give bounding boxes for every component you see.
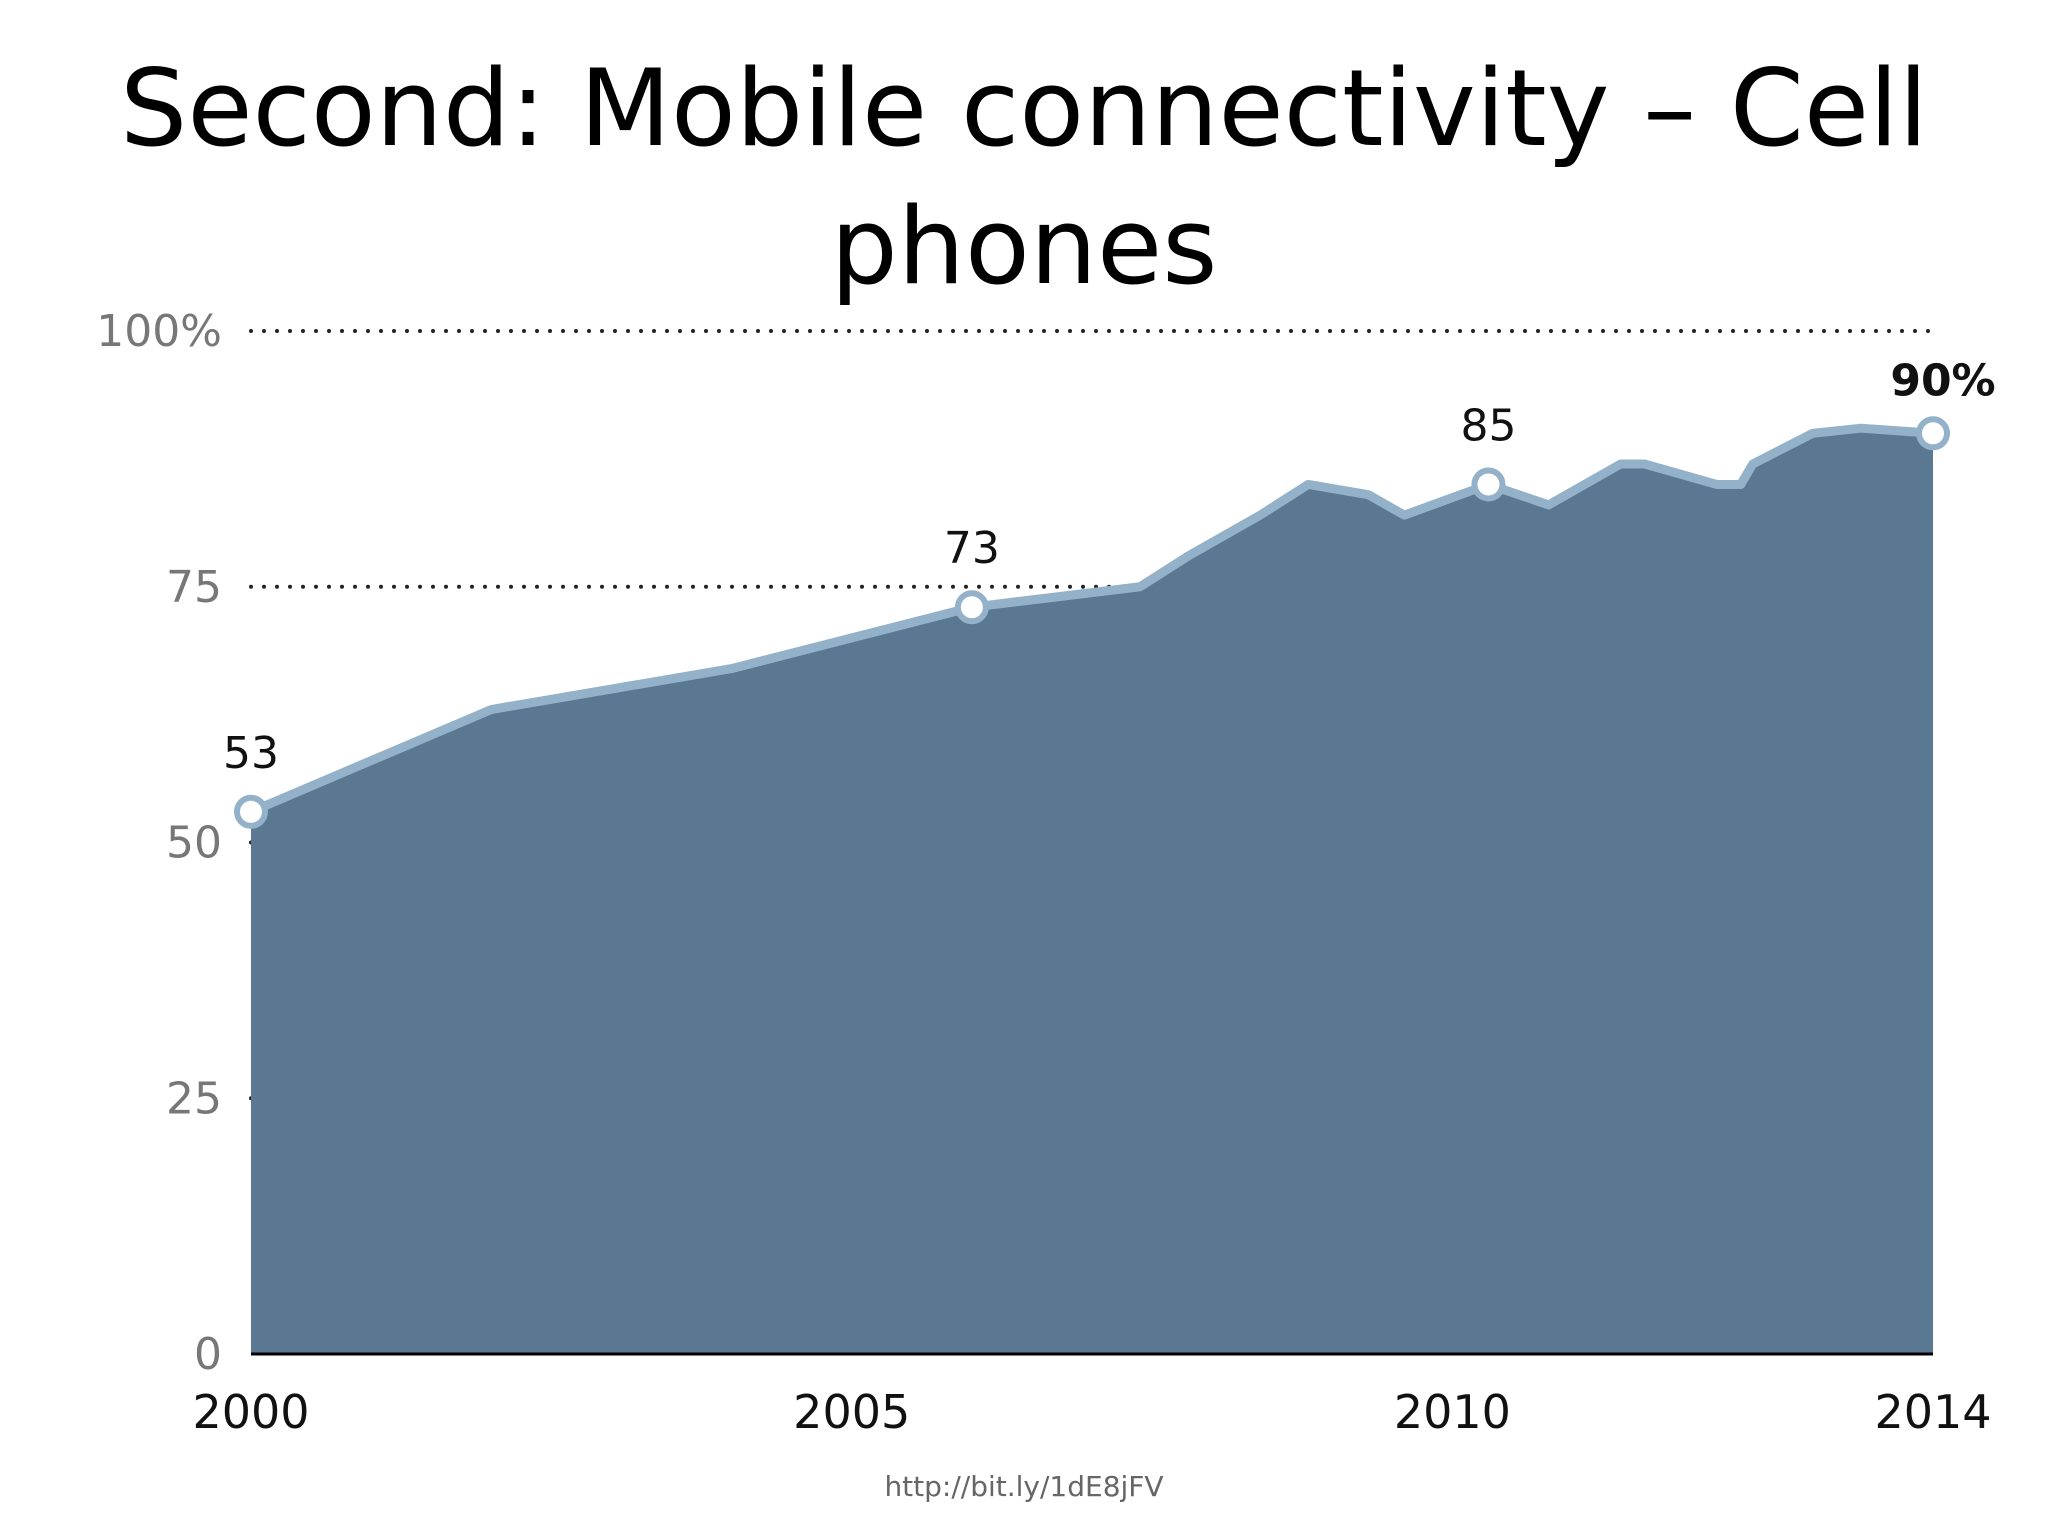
slide-title-line-1: Second: Mobile connectivity – Cell: [120, 47, 1928, 170]
x-tick-label: 2005: [793, 1385, 910, 1439]
axes: 0 25 50 75 100% 2000 2005 2010 2014: [96, 306, 1991, 1439]
data-point-marker: [954, 590, 989, 625]
data-label: 73: [944, 523, 1000, 574]
slide-title-line-2: phones: [830, 185, 1218, 308]
data-label: 53: [223, 728, 279, 779]
area-series: [246, 423, 1938, 1354]
series-line: [246, 423, 1938, 817]
y-tick-label: 0: [194, 1329, 222, 1380]
data-label: 85: [1460, 400, 1516, 451]
data-point-marker: [234, 794, 268, 829]
x-tick-label: 2010: [1394, 1385, 1511, 1439]
source-link[interactable]: http://bit.ly/1dE8jFV: [884, 1470, 1164, 1503]
slide-title: Second: Mobile connectivity – Cell phone…: [0, 40, 2048, 316]
x-tick-label: 2000: [192, 1385, 309, 1439]
data-point-marker: [1471, 467, 1506, 502]
y-tick-label: 25: [166, 1073, 222, 1124]
x-tick-label: 2014: [1874, 1385, 1991, 1439]
highlight-markers: 53 73 85 90%: [223, 355, 1996, 829]
area-fill: [251, 428, 1933, 1354]
data-label: 90%: [1890, 355, 1995, 406]
y-tick-label: 50: [166, 818, 222, 869]
y-tick-label: 100%: [96, 306, 222, 357]
y-tick-label: 75: [166, 562, 222, 613]
data-point-marker: [1916, 416, 1950, 451]
